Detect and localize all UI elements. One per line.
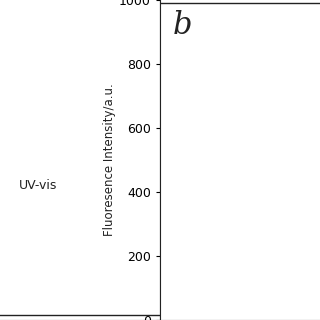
- Text: UV-vis: UV-vis: [19, 179, 58, 192]
- Y-axis label: Fluoresence Intensity/a.u.: Fluoresence Intensity/a.u.: [103, 84, 116, 236]
- Text: b: b: [173, 10, 192, 41]
